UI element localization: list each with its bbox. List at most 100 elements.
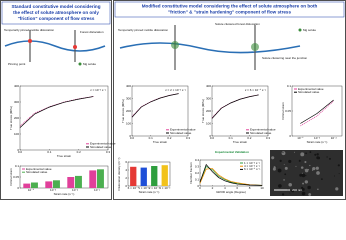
left-title: Standard constitutive model considering [11,4,100,9]
y-tick-label: 2 [125,176,127,180]
diagram-label: Pinning point [8,62,26,66]
grain [316,171,320,175]
grain [304,168,309,173]
bar [161,165,168,186]
legend-symbol [78,62,82,66]
y-axis-label: True stress (MPa) [9,106,13,130]
grain [283,163,285,165]
grain [278,184,282,188]
bar [130,166,137,186]
left-title: the effect of solute atmosphere on only [13,10,99,15]
x-tick-label: 10⁻¹ [94,188,100,192]
x-tick-label: 0.2 [77,150,82,154]
grain [304,168,306,170]
diagram-label: Solute clustered forest dislocation [215,22,260,26]
x-axis-label: GROD angle (Degree) [216,190,246,194]
legend-label: Simulated value [298,90,320,94]
x-tick-label: 0.2 [167,136,172,140]
legend-label: 6 × 10⁻⁴ s⁻¹ [244,167,260,171]
solute-cluster [251,43,259,51]
y-tick-label: 0.2 [195,171,200,175]
y-axis-label: True stress (MPa) [121,99,125,123]
annotation: ε̇ = 6 × 10⁻⁴ s⁻¹ [245,88,266,92]
legend-label: Experimental value [90,142,116,146]
legend-label: 4 × 10⁻³ s⁻¹ [244,164,260,168]
x-tick-label: 2 [212,186,214,190]
y-tick-label: 0.1 [195,177,200,181]
y-tick-label: 100 [126,121,131,125]
series-line [19,96,94,127]
x-tick-label: 10⁻² [72,188,78,192]
series-line [199,163,263,186]
grain [271,156,275,160]
y-tick-label: 300 [126,96,131,100]
y-tick-label: 6 [125,160,127,164]
grain [272,167,276,171]
x-tick-label: 0.2 [247,136,252,140]
legend-label: Simulated value [250,131,272,135]
grain [295,165,297,167]
grain [338,173,340,175]
x-tick-label: 0.3 [266,136,271,140]
series-line [199,168,263,186]
grain [293,151,295,153]
y-axis-label: Dislocation density (m⁻²) [117,158,121,191]
grain [301,173,306,178]
diagram-label: Temporarily pinned mobile dislocation [4,28,54,32]
legend-label: Experimental value [298,87,324,91]
grain [317,188,319,191]
x-tick-label: 0 [199,186,201,190]
grain [291,189,295,193]
y-tick-label: 4 [125,168,127,172]
x-tick-label: 0.1 [149,136,154,140]
legend-label: Simulated value [170,131,192,135]
series-line [131,93,179,117]
mobile-dislocation [119,42,301,54]
x-tick-label: 2 × 10⁻³ [149,186,160,190]
solute-cluster [171,41,179,49]
grain [309,164,311,167]
diagram-label: Temporarily pinned mobile dislocation [118,28,168,32]
bar [97,169,104,188]
y-tick-label: 100 [206,121,211,125]
grain [298,159,301,162]
y-tick-label: 0 [125,184,127,188]
grain [288,159,292,164]
y-tick-label: 0.05 [13,175,19,179]
y-axis-label: Critical strain [281,102,285,120]
y-axis-label: Critical strain [9,168,13,186]
grain [312,167,316,171]
bar [140,167,147,186]
bar [75,175,82,188]
x-tick-label: 0.0 [130,136,135,140]
left-title-box [1,1,111,25]
right-title-box [114,1,345,18]
y-tick-label: 200 [126,109,131,113]
x-tick-label: 1 × 10⁻³ [138,186,149,190]
y-tick-label: 200 [14,116,19,120]
series-line [211,94,259,119]
x-tick-label: 0.3 [186,136,191,140]
grain [305,152,307,155]
micrograph [270,150,343,196]
y-tick-label: 0 [289,134,291,138]
x-tick-label: 10⁻³ [314,136,320,140]
y-tick-label: 100 [14,132,19,136]
grain [283,179,285,181]
y-tick-label: 0.1 [287,84,292,88]
x-tick-label: 10⁻² [331,136,337,140]
grain [328,157,331,160]
y-tick-label: 200 [206,109,211,113]
bar [31,182,38,188]
pinning-point [28,39,32,43]
x-tick-label: 4 × 10⁻³ [159,186,170,190]
x-tick-label: 6 [236,186,238,190]
legend-label: Simulated value [90,145,112,149]
grain [277,168,282,173]
graphical-abstract: Standard constitutive model considering … [0,0,346,200]
series-line [300,99,334,124]
x-tick-label: 10⁻⁴ [297,136,304,140]
series-line [131,93,179,118]
left-title: "friction" component of flow stress [18,16,95,21]
y-tick-label: 0 [17,148,19,152]
